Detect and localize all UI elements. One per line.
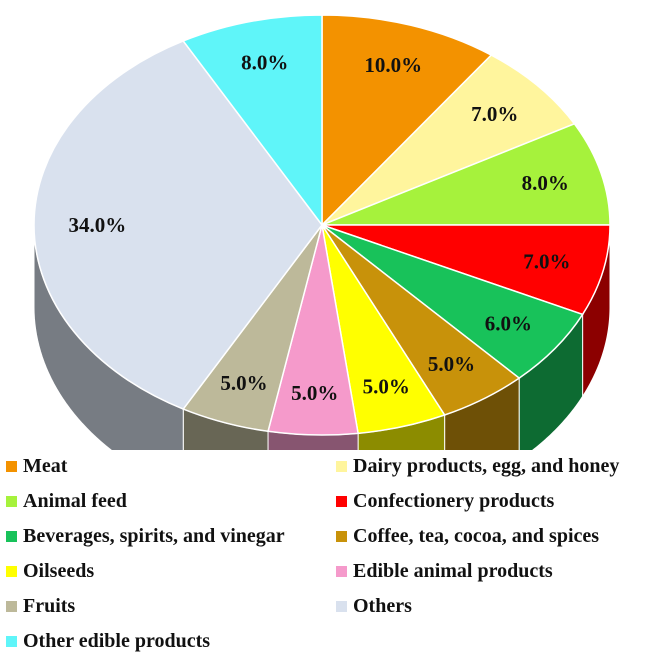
pie-slice-other-edible-products [182,14,323,228]
pie-data-label-confectionery-products: 7.0% [523,250,570,274]
legend-swatch [6,601,17,612]
legend-item-edible-animal-products: Edible animal products [336,560,553,583]
pie-slice-confectionery-products [321,224,611,316]
chart-legend: Meat Dairy products, egg, and honey Animal… [0,452,649,666]
legend-swatch [6,531,17,542]
legend-swatch [336,566,347,577]
legend-swatch [336,461,347,472]
legend-item-others: Others [336,595,412,618]
pie-data-label-dairy-products-egg-and-honey: 7.0% [471,102,518,126]
legend-item-oilseeds: Oilseeds [6,560,94,583]
legend-swatch [6,566,17,577]
pie-data-labels: 10.0% 7.0% 8.0% 7.0% 6.0% 5.0% 5.0% 5.0% 5.0% 34.… [69,50,571,405]
legend-item-meat: Meat [6,455,67,478]
legend-item-confectionery-products: Confectionery products [336,490,554,513]
legend-swatch [6,461,17,472]
legend-item-dairy-products-egg-and-honey: Dairy products, egg, and honey [336,455,619,478]
legend-label: Meat [23,455,68,477]
pie-data-label-oilseeds: 5.0% [363,374,410,398]
pie-data-label-edible-animal-products: 5.0% [291,381,338,405]
pie-slice-animal-feed [321,122,611,226]
pie-data-label-others: 34.0% [69,213,127,237]
legend-label: Oilseeds [23,560,95,582]
pie-data-label-animal-feed: 8.0% [522,171,569,195]
legend-item-coffee-tea-cocoa-and-spices: Coffee, tea, cocoa, and spices [336,525,599,548]
legend-item-beverages-spirits-and-vinegar: Beverages, spirits, and vinegar [6,525,285,548]
legend-label: Animal feed [23,490,127,512]
legend-item-other-edible-products: Other edible products [6,630,210,653]
pie-data-label-meat: 10.0% [364,53,422,77]
legend-label: Others [353,595,412,617]
pie-slice-meat [321,14,493,227]
pie-chart: 10.0% 7.0% 8.0% 7.0% 6.0% 5.0% 5.0% 5.0% 5.0% 34.… [33,14,611,450]
pie-slice-others [33,40,323,410]
legend-label: Edible animal products [353,560,553,582]
legend-label: Confectionery products [353,490,555,512]
legend-label: Dairy products, egg, and honey [353,455,620,477]
legend-label: Coffee, tea, cocoa, and spices [353,525,600,547]
pie-data-label-coffee-tea-cocoa-and-spices: 5.0% [428,352,475,376]
legend-label: Other edible products [23,630,211,652]
pie-chart-svg: 10.0% 7.0% 8.0% 7.0% 6.0% 5.0% 5.0% 5.0% 5.0% 34.… [33,14,611,450]
legend-label: Fruits [23,595,76,617]
legend-swatch [336,601,347,612]
pie-data-label-fruits: 5.0% [220,371,267,395]
legend-item-fruits: Fruits [6,595,75,618]
pie-slice-dairy-products-egg-and-honey [321,54,576,226]
legend-swatch [6,496,17,507]
legend-swatch [6,636,17,647]
legend-swatch [336,496,347,507]
pie-top-slices [33,14,611,436]
legend-swatch [336,531,347,542]
pie-data-label-beverages-spirits-and-vinegar: 6.0% [485,312,532,336]
pie-data-label-other-edible-products: 8.0% [241,50,288,74]
legend-item-animal-feed: Animal feed [6,490,127,513]
legend-label: Beverages, spirits, and vinegar [23,525,285,547]
